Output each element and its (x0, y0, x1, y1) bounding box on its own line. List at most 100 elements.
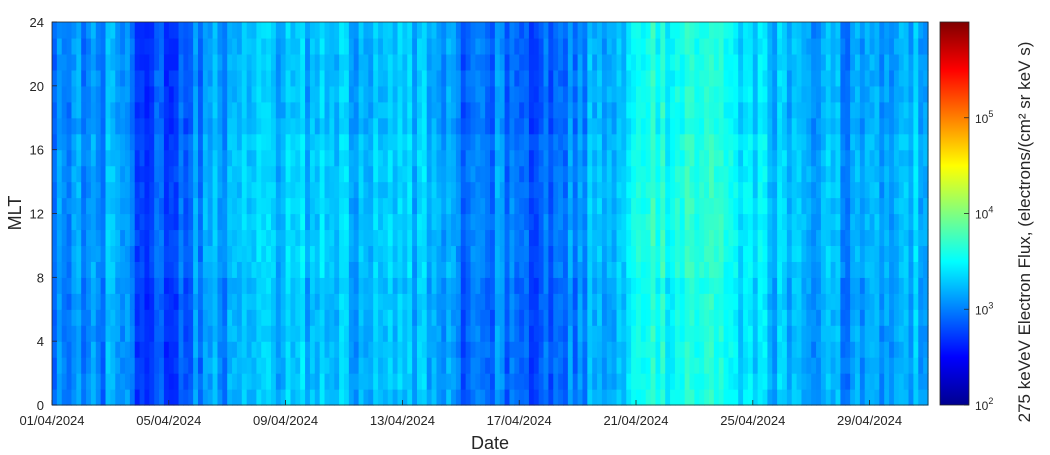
heatmap-cell (670, 133, 676, 151)
heatmap-cell (319, 37, 326, 55)
heatmap-cell (747, 117, 754, 135)
heatmap-cell (168, 245, 175, 262)
heatmap-cell (475, 309, 481, 326)
heatmap-cell (460, 53, 467, 71)
heatmap-cell (392, 341, 399, 358)
heatmap-cell (446, 261, 452, 278)
heatmap-cell (256, 37, 262, 55)
heatmap-cell (241, 341, 248, 358)
heatmap-cell (358, 261, 365, 278)
heatmap-cell (66, 37, 73, 55)
heatmap-cell (412, 53, 418, 71)
heatmap-cell (207, 309, 214, 326)
heatmap-cell (898, 133, 905, 151)
heatmap-cell (582, 165, 588, 183)
heatmap-cell (801, 213, 807, 231)
heatmap-cell (913, 357, 919, 374)
heatmap-cell (494, 197, 501, 215)
heatmap-cell (81, 117, 87, 135)
heatmap-cell (884, 277, 890, 294)
heatmap-cell (918, 197, 924, 215)
heatmap-cell (879, 101, 885, 119)
heatmap-cell (421, 261, 428, 278)
heatmap-cell (178, 22, 184, 39)
heatmap-cell (592, 229, 598, 247)
heatmap-cell (348, 165, 355, 183)
heatmap-cell (436, 101, 442, 119)
heatmap-cell (353, 197, 360, 215)
heatmap-cell (431, 293, 438, 310)
heatmap-cell (767, 133, 773, 151)
heatmap-cell (465, 389, 472, 406)
heatmap-cell (543, 101, 549, 119)
heatmap-cell (718, 117, 725, 135)
heatmap-cell (728, 53, 734, 71)
heatmap-cell (743, 181, 749, 199)
heatmap-cell (71, 181, 77, 199)
heatmap-cell (864, 117, 871, 135)
heatmap-cell (509, 213, 515, 231)
heatmap-cell (908, 357, 914, 374)
heatmap-cell (611, 373, 618, 390)
heatmap-cell (120, 101, 126, 119)
heatmap-cell (577, 325, 584, 342)
heatmap-cell (718, 85, 725, 103)
heatmap-cell (378, 373, 384, 390)
heatmap-cell (733, 101, 739, 119)
x-tick-label: 25/04/2024 (720, 413, 785, 428)
heatmap-cell (76, 22, 82, 39)
heatmap-cell (782, 22, 788, 39)
heatmap-cell (295, 165, 301, 183)
heatmap-cell (470, 165, 476, 183)
heatmap-cell (212, 373, 219, 390)
heatmap-cell (830, 245, 837, 262)
heatmap-cell (499, 245, 506, 262)
heatmap-cell (246, 261, 253, 278)
heatmap-cell (139, 53, 146, 71)
heatmap-cell (348, 69, 355, 87)
heatmap-cell (606, 261, 613, 278)
heatmap-cell (134, 37, 141, 55)
heatmap-cell (266, 85, 272, 103)
heatmap-cell (159, 389, 165, 406)
heatmap-cell (587, 309, 593, 326)
heatmap-cell (417, 293, 423, 310)
heatmap-cell (207, 149, 214, 167)
heatmap-cell (524, 181, 530, 199)
heatmap-cell (592, 181, 598, 199)
heatmap-cell (144, 85, 150, 103)
heatmap-cell (699, 309, 705, 326)
heatmap-cell (772, 181, 778, 199)
heatmap-cell (202, 101, 209, 119)
heatmap-cell (95, 213, 102, 231)
heatmap-cell (314, 389, 321, 406)
heatmap-cell (329, 149, 335, 167)
heatmap-cell (358, 357, 365, 374)
heatmap-cell (713, 277, 720, 294)
heatmap-cell (144, 101, 150, 119)
heatmap-cell (188, 165, 194, 183)
heatmap-cell (392, 149, 399, 167)
heatmap-cell (271, 85, 277, 103)
heatmap-cell (266, 293, 272, 310)
heatmap-cell (402, 37, 408, 55)
heatmap-cell (592, 357, 598, 374)
heatmap-cell (348, 373, 355, 390)
heatmap-cell (820, 309, 827, 326)
heatmap-cell (266, 277, 272, 294)
heatmap-cell (879, 293, 885, 310)
heatmap-cell (816, 309, 822, 326)
heatmap-cell (61, 213, 68, 231)
heatmap-cell (207, 85, 214, 103)
heatmap-cell (665, 389, 671, 406)
heatmap-cell (358, 213, 365, 231)
heatmap-cell (431, 357, 438, 374)
heatmap-cell (509, 229, 515, 247)
heatmap-cell (407, 117, 413, 135)
heatmap-cell (402, 277, 408, 294)
heatmap-cell (670, 389, 676, 406)
heatmap-cell (884, 149, 890, 167)
heatmap-cell (66, 85, 73, 103)
heatmap-cell (324, 357, 330, 374)
heatmap-cell (95, 22, 102, 39)
